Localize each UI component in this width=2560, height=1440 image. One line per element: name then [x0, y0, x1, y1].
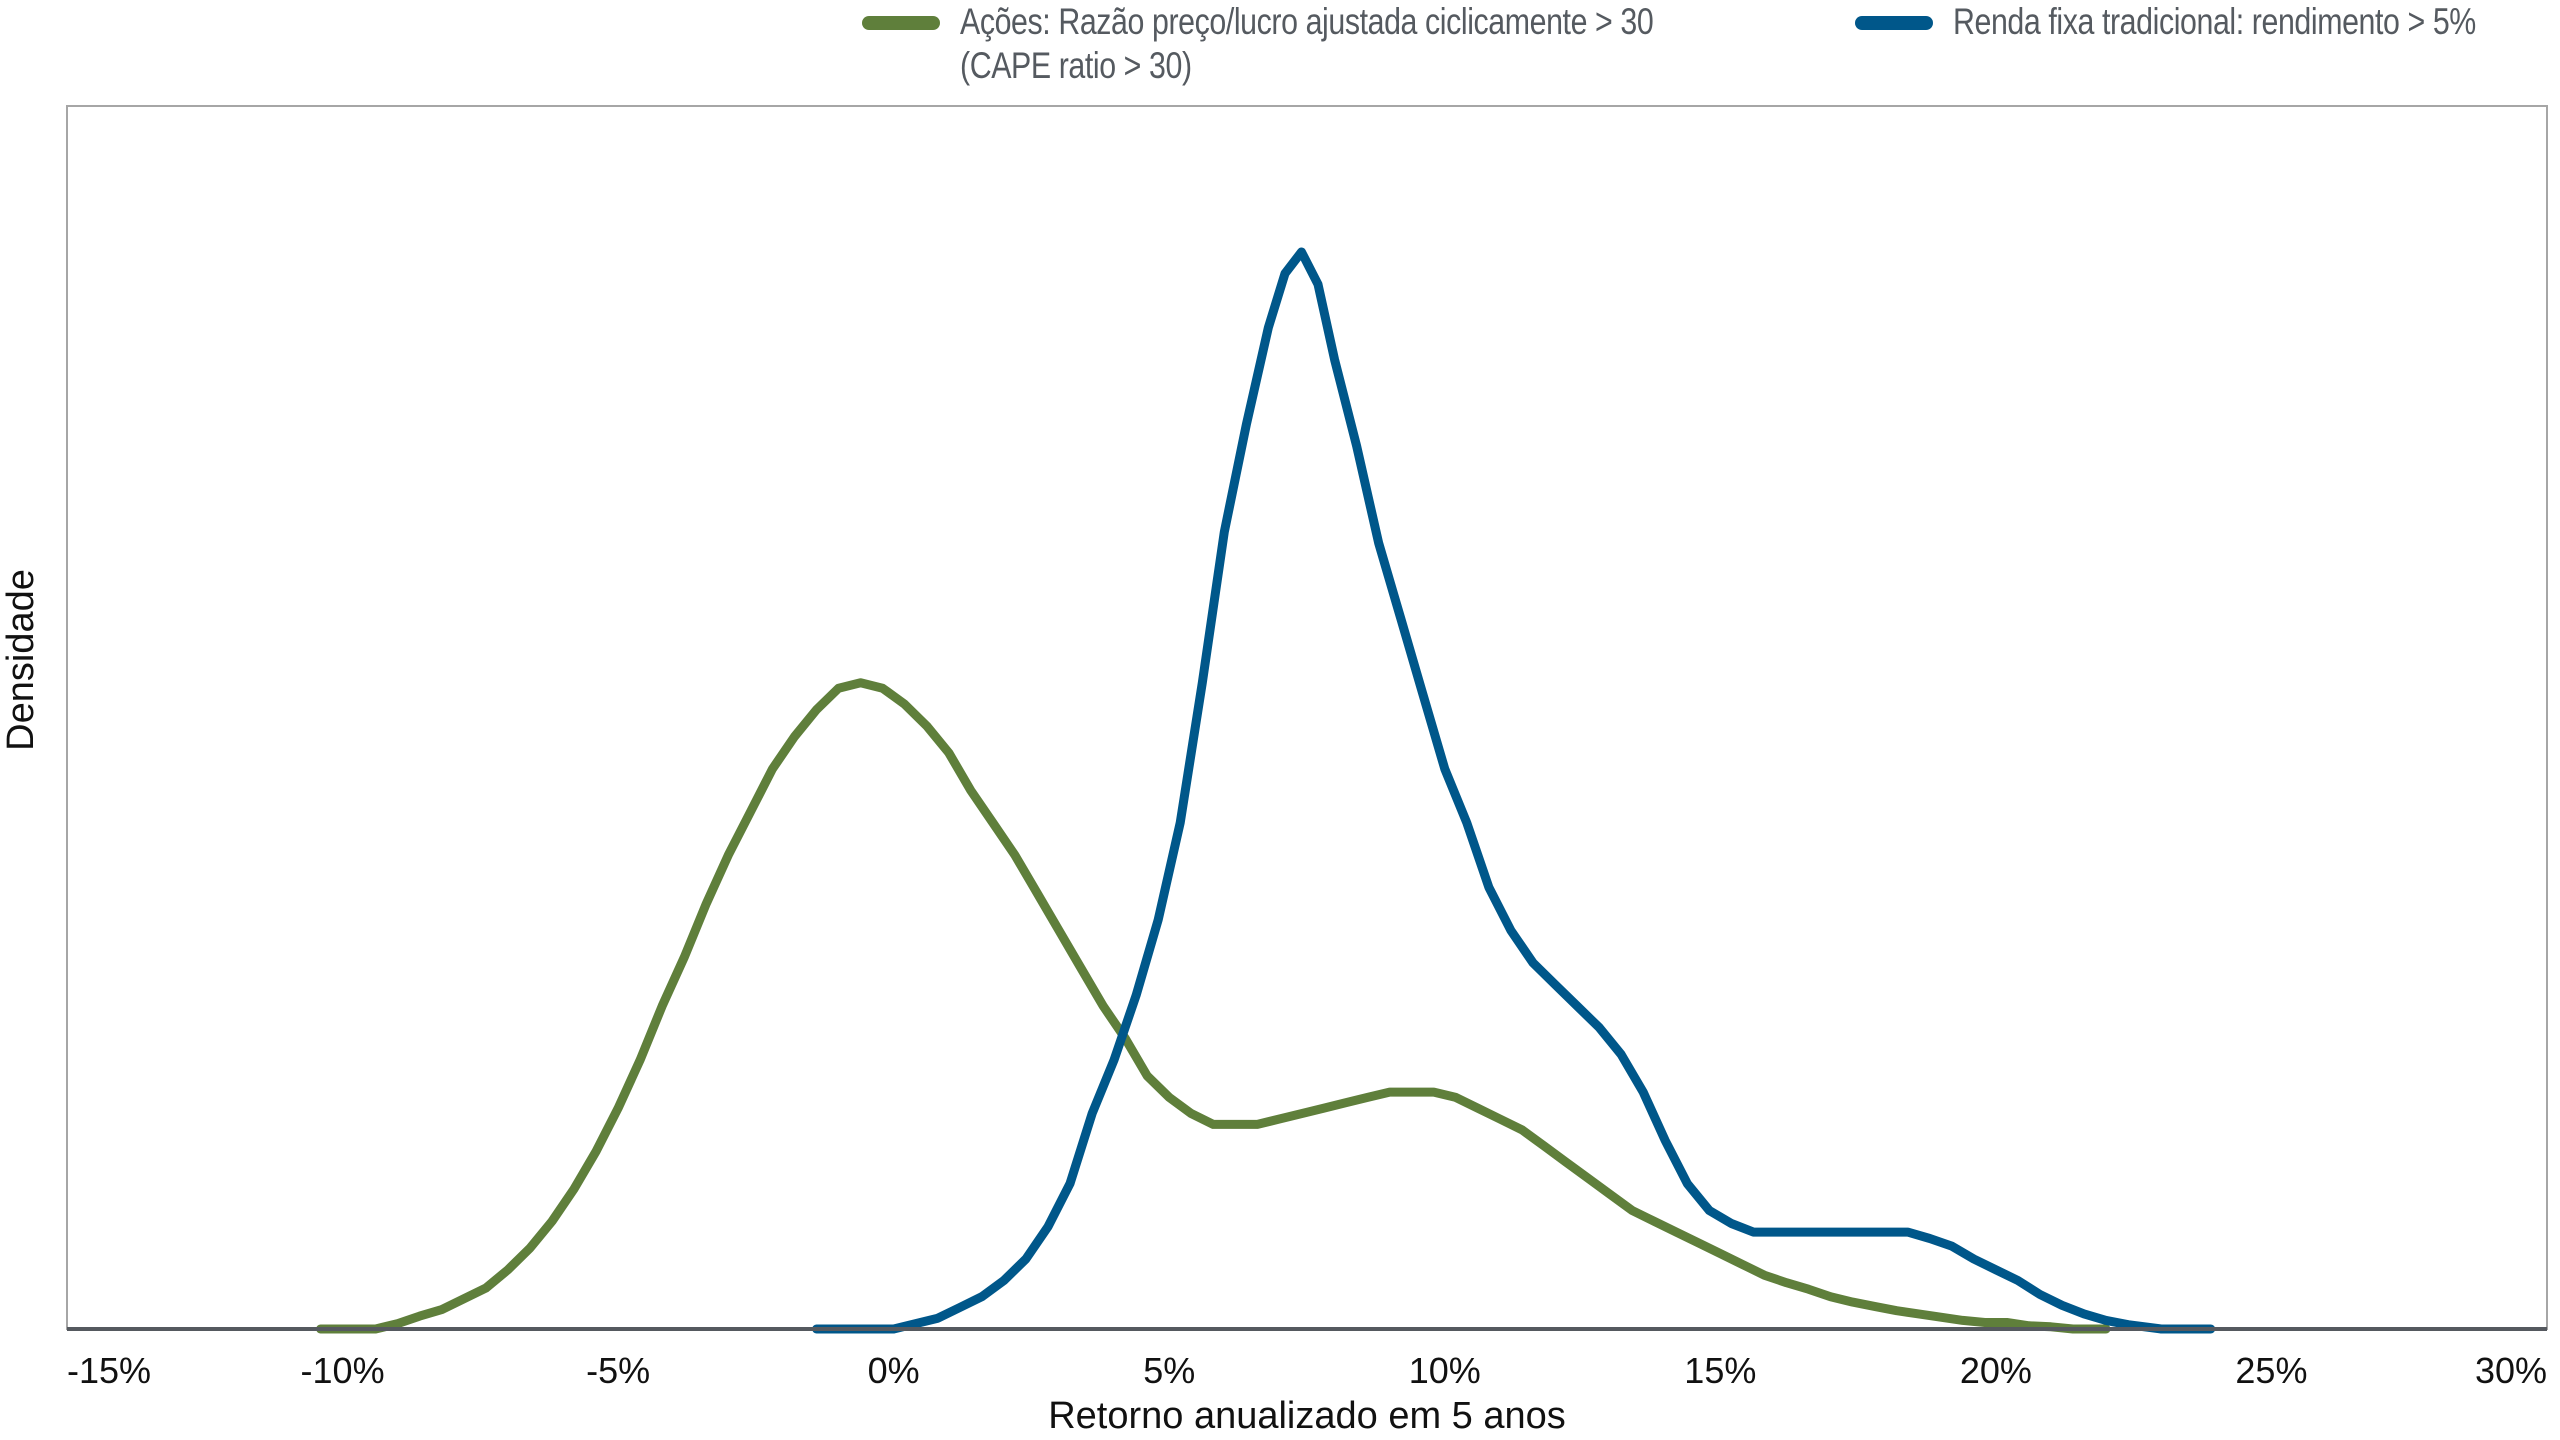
- legend-label-equities-line2: (CAPE ratio > 30): [960, 45, 1192, 86]
- x-tick-label: -10%: [301, 1350, 385, 1391]
- x-tick-label: 30%: [2475, 1350, 2547, 1391]
- series-line-equities-cape: [316, 678, 2111, 1334]
- x-tick-label: 25%: [2235, 1350, 2307, 1391]
- legend-item-equities: Ações: Razão preço/lucro ajustada ciclic…: [862, 0, 1806, 88]
- legend-label-equities: Ações: Razão preço/lucro ajustada ciclic…: [960, 0, 1806, 88]
- series-layer: [316, 247, 2216, 1334]
- x-tick-label: 15%: [1684, 1350, 1756, 1391]
- x-axis-title: Retorno anualizado em 5 anos: [1048, 1395, 1566, 1437]
- legend-swatch-blue-line-icon: [1855, 16, 1933, 30]
- legend-label-equities-line1: Ações: Razão preço/lucro ajustada ciclic…: [960, 1, 1654, 42]
- x-tick-label: -5%: [586, 1350, 650, 1391]
- x-tick-label: -15%: [67, 1350, 151, 1391]
- x-tick-label: 0%: [868, 1350, 920, 1391]
- x-tick-label: 20%: [1960, 1350, 2032, 1391]
- y-axis-title: Densidade: [0, 569, 42, 751]
- series-line-fixed-income: [812, 247, 2216, 1334]
- x-tick-label: 5%: [1143, 1350, 1195, 1391]
- legend-item-fixed-income: Renda fixa tradicional: rendimento > 5%: [1855, 0, 2560, 44]
- plot-frame: [66, 105, 2548, 1330]
- legend-label-fixed-income: Renda fixa tradicional: rendimento > 5%: [1953, 1, 2476, 42]
- chart-legend: Ações: Razão preço/lucro ajustada ciclic…: [0, 0, 2560, 100]
- x-tick-label: 10%: [1409, 1350, 1481, 1391]
- x-tick-labels: -15% -10% -5% 0% 5% 10% 15% 20% 25% 30%: [67, 1350, 2547, 1391]
- legend-swatch-green-line-icon: [862, 16, 940, 30]
